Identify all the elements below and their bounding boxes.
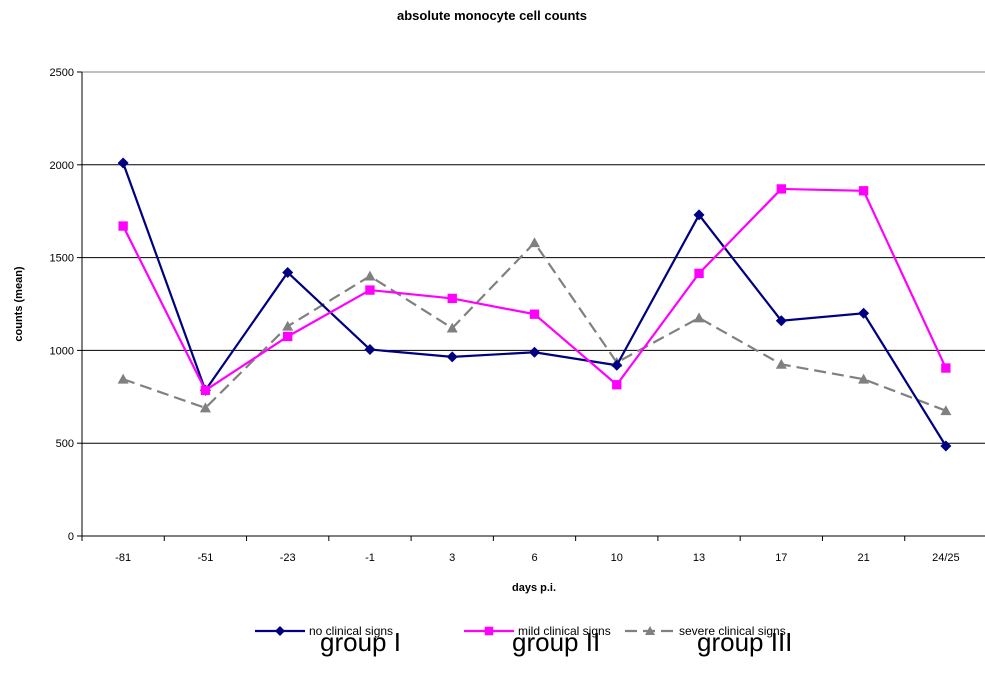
group-label-3: group III xyxy=(697,627,793,657)
data-point xyxy=(364,270,376,281)
data-point xyxy=(940,440,952,452)
x-tick-label: 10 xyxy=(611,552,623,564)
x-tick-label: 21 xyxy=(857,552,869,564)
series-line xyxy=(122,241,947,412)
data-point xyxy=(117,373,129,384)
legend: no clinical signs mild clinical signs seve… xyxy=(255,624,786,638)
series-line xyxy=(122,187,947,392)
data-point xyxy=(529,237,540,248)
data-point xyxy=(694,268,704,279)
legend-marker xyxy=(645,626,655,635)
data-point xyxy=(364,343,376,355)
data-point xyxy=(775,315,787,327)
group-label-2: group II xyxy=(512,627,601,657)
chart-title: absolute monocyte cell counts xyxy=(397,8,587,23)
data-point xyxy=(447,293,457,304)
axes: 0 500 1000 1500 2000 2500 -81 -51 -23 -1 3 6 10 13 17 2… xyxy=(50,67,985,564)
data-point xyxy=(282,320,294,331)
y-tick-label: 0 xyxy=(68,531,74,543)
x-tick-label: -81 xyxy=(115,552,131,564)
data-point xyxy=(858,186,869,196)
y-tick-label: 2000 xyxy=(50,160,74,172)
x-tick-label: 3 xyxy=(449,552,455,564)
data-point xyxy=(365,285,375,295)
data-point xyxy=(858,307,870,319)
x-tick-label: 6 xyxy=(531,552,537,564)
legend-label: mild clinical signs xyxy=(518,624,611,638)
y-tick-label: 1500 xyxy=(50,253,74,265)
series xyxy=(117,157,952,452)
data-point xyxy=(858,373,870,384)
data-point xyxy=(611,359,623,371)
data-point xyxy=(200,385,211,395)
y-tick-label: 1000 xyxy=(50,345,74,357)
legend-label: severe clinical signs xyxy=(679,624,786,638)
y-tick-label: 2500 xyxy=(50,67,74,79)
group-label-1: group I xyxy=(320,627,401,657)
x-tick-label: 13 xyxy=(693,552,705,564)
data-point xyxy=(693,312,705,323)
data-point xyxy=(529,346,540,358)
data-point xyxy=(282,266,294,278)
gridlines xyxy=(82,71,985,444)
legend-marker xyxy=(275,626,285,636)
x-tick-label: 24/25 xyxy=(932,552,960,564)
series-line xyxy=(122,162,947,447)
data-point xyxy=(776,184,786,194)
x-tick-label: -51 xyxy=(197,552,213,564)
data-point xyxy=(446,322,458,333)
y-tick-label: 500 xyxy=(56,438,74,450)
data-point xyxy=(117,157,129,169)
data-point xyxy=(940,405,952,416)
data-point xyxy=(529,309,540,319)
y-axis-label: counts (mean) xyxy=(13,266,25,342)
plot-area xyxy=(81,71,985,537)
data-point xyxy=(612,380,622,390)
data-point xyxy=(775,358,787,369)
data-point xyxy=(283,331,293,342)
data-point xyxy=(199,402,211,413)
legend-label: no clinical signs xyxy=(309,624,393,638)
data-point xyxy=(941,363,951,373)
data-point xyxy=(118,221,128,231)
legend-marker xyxy=(484,626,494,636)
x-tick-label: 17 xyxy=(775,552,787,564)
x-tick-label: -23 xyxy=(280,552,296,564)
data-point xyxy=(693,209,705,221)
data-point xyxy=(446,351,458,363)
x-axis-label: days p.i. xyxy=(512,582,556,594)
x-tick-label: -1 xyxy=(365,552,375,564)
